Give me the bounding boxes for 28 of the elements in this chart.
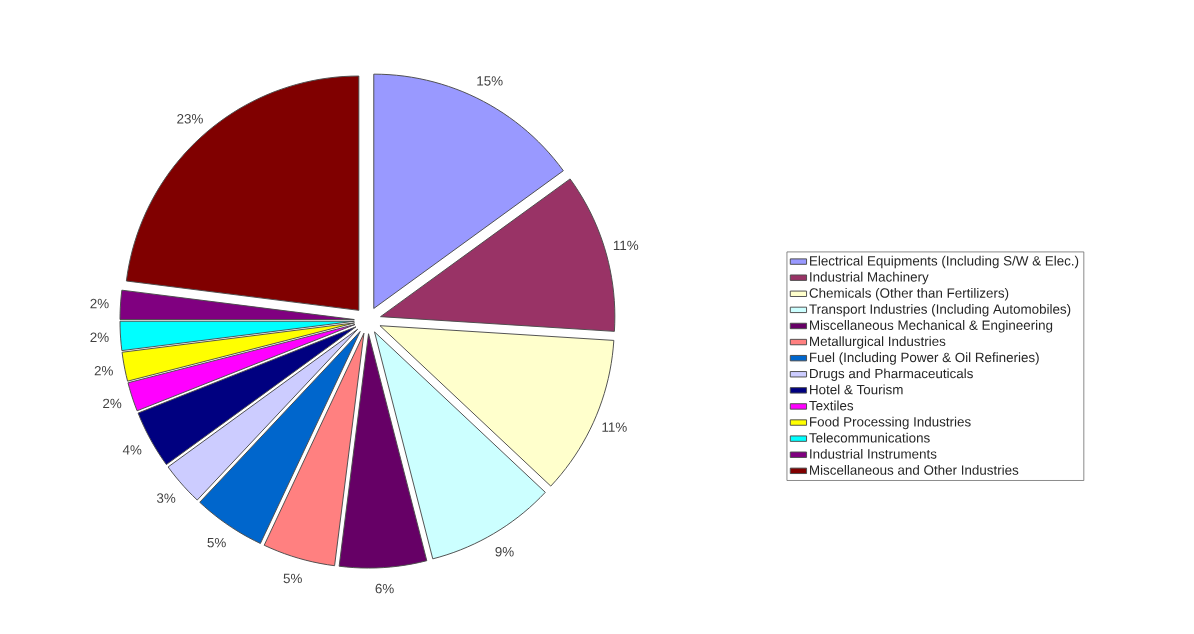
legend-label: Industrial Instruments [810, 448, 937, 459]
legend-label: Transport Industries (Including Automobiles) [809, 303, 1071, 317]
data-label: 2% [94, 365, 113, 376]
data-label: 5% [207, 537, 226, 548]
data-label: 23% [177, 114, 203, 124]
legend-label: Electrical Equipments (Including S/W & Elec.) [810, 255, 1079, 269]
legend-label: Food Processing Industries [810, 416, 971, 430]
legend-label: Chemicals (Other than Fertilizers) [809, 287, 1009, 301]
data-label: 11% [613, 240, 639, 251]
legend-label: Metallurgical Industries [810, 336, 946, 349]
data-label: 4% [122, 445, 142, 455]
legend-label: Miscellaneous Mechanical & Engineering [810, 320, 1053, 333]
data-label: 5% [283, 573, 302, 584]
data-label: 15% [477, 76, 503, 86]
legend-label: Textiles [809, 400, 854, 411]
legend-label: Hotel & Tourism [810, 384, 903, 395]
legend-label: Drugs and Pharmaceuticals [810, 368, 973, 381]
data-label: 2% [103, 398, 122, 409]
data-label: 2% [90, 298, 109, 309]
data-label: 11% [602, 422, 627, 432]
data-label: 9% [495, 546, 514, 557]
legend-label: Fuel (Including Power & Oil Refineries) [810, 352, 1039, 365]
legend-label: Miscellaneous and Other Industries [810, 464, 1019, 475]
legend-label: Telecommunications [809, 432, 930, 443]
data-label: 3% [156, 493, 176, 503]
legend-label: Industrial Machinery [810, 271, 929, 285]
data-label: 2% [90, 332, 109, 342]
data-label: 6% [375, 583, 394, 594]
